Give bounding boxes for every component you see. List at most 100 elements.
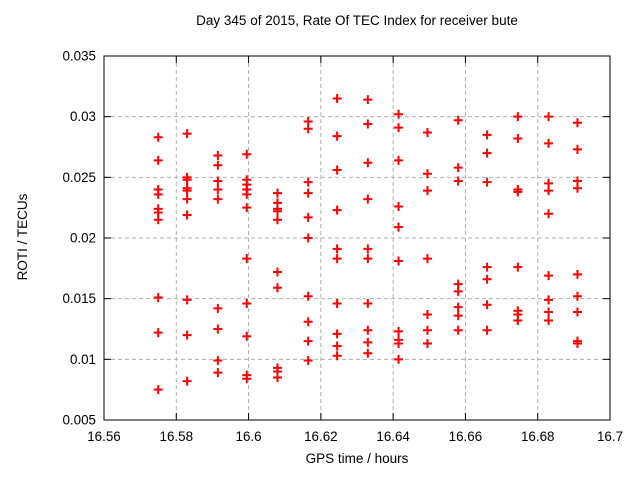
data-point-marker bbox=[482, 274, 492, 284]
data-point-marker bbox=[332, 299, 342, 309]
data-point-marker bbox=[153, 155, 163, 165]
data-point-marker bbox=[513, 262, 523, 272]
data-point-marker bbox=[572, 183, 582, 193]
data-point-marker bbox=[453, 115, 463, 125]
data-point-marker bbox=[182, 186, 192, 196]
data-point-marker bbox=[213, 150, 223, 160]
data-point-marker bbox=[363, 254, 373, 264]
data-point-marker bbox=[153, 328, 163, 338]
data-point-marker bbox=[453, 302, 463, 312]
x-tick-label: 16.66 bbox=[449, 429, 483, 444]
data-point-marker bbox=[242, 149, 252, 159]
y-tick-label: 0.03 bbox=[70, 109, 96, 124]
x-tick-label: 16.56 bbox=[87, 429, 121, 444]
data-point-marker bbox=[332, 244, 342, 254]
x-tick-label: 16.68 bbox=[521, 429, 555, 444]
data-point-marker bbox=[303, 188, 313, 198]
data-point-marker bbox=[182, 194, 192, 204]
data-point-marker bbox=[544, 295, 554, 305]
data-point-marker bbox=[482, 262, 492, 272]
data-point-marker bbox=[272, 373, 282, 383]
data-point-marker bbox=[182, 330, 192, 340]
data-point-marker bbox=[422, 309, 432, 319]
data-point-marker bbox=[213, 303, 223, 313]
data-point-marker bbox=[572, 269, 582, 279]
y-axis-label: ROTI / TECUs bbox=[15, 193, 30, 281]
data-point-marker bbox=[422, 339, 432, 349]
data-point-marker bbox=[272, 283, 282, 293]
data-point-marker bbox=[394, 201, 404, 211]
data-point-marker bbox=[332, 205, 342, 215]
data-point-marker bbox=[513, 187, 523, 197]
data-point-marker bbox=[544, 138, 554, 148]
data-point-marker bbox=[303, 233, 313, 243]
y-tick-label: 0.005 bbox=[62, 413, 96, 428]
data-point-marker bbox=[453, 286, 463, 296]
data-point-marker bbox=[332, 165, 342, 175]
chart-title: Day 345 of 2015, Rate Of TEC Index for r… bbox=[196, 13, 518, 28]
data-point-marker bbox=[153, 385, 163, 395]
data-point-marker bbox=[303, 124, 313, 134]
x-axis-label: GPS time / hours bbox=[305, 451, 409, 466]
data-point-marker bbox=[153, 292, 163, 302]
data-point-marker bbox=[272, 188, 282, 198]
data-point-marker bbox=[544, 186, 554, 196]
data-point-marker bbox=[453, 163, 463, 173]
data-point-marker bbox=[544, 271, 554, 281]
data-point-marker bbox=[213, 160, 223, 170]
data-point-marker bbox=[303, 177, 313, 187]
data-point-marker bbox=[363, 337, 373, 347]
data-point-marker bbox=[303, 212, 313, 222]
data-point-marker bbox=[394, 256, 404, 266]
data-point-marker bbox=[272, 267, 282, 277]
data-point-marker bbox=[572, 339, 582, 349]
y-tick-label: 0.02 bbox=[70, 231, 96, 246]
data-point-marker bbox=[272, 215, 282, 225]
y-tick-label: 0.01 bbox=[70, 352, 96, 367]
data-point-marker bbox=[303, 356, 313, 366]
data-point-marker bbox=[213, 324, 223, 334]
plot-border bbox=[103, 55, 611, 421]
data-point-marker bbox=[363, 158, 373, 168]
data-point-marker bbox=[422, 325, 432, 335]
data-point-marker bbox=[394, 222, 404, 232]
data-point-marker bbox=[363, 299, 373, 309]
data-point-marker bbox=[182, 175, 192, 185]
data-point-marker bbox=[153, 215, 163, 225]
data-point-marker bbox=[332, 93, 342, 103]
data-point-marker bbox=[544, 209, 554, 219]
data-point-marker bbox=[394, 155, 404, 165]
data-point-marker bbox=[482, 325, 492, 335]
data-point-marker bbox=[332, 351, 342, 361]
data-point-marker bbox=[242, 374, 252, 384]
x-tick-label: 16.64 bbox=[376, 429, 410, 444]
data-point-marker bbox=[182, 295, 192, 305]
data-point-marker bbox=[513, 316, 523, 326]
data-point-marker bbox=[332, 254, 342, 264]
data-point-marker bbox=[242, 254, 252, 264]
data-point-marker bbox=[213, 194, 223, 204]
data-point-marker bbox=[213, 356, 223, 366]
data-point-marker bbox=[572, 144, 582, 154]
data-point-marker bbox=[153, 189, 163, 199]
data-point-marker bbox=[182, 129, 192, 139]
data-point-marker bbox=[332, 341, 342, 351]
data-point-marker bbox=[544, 112, 554, 122]
y-tick-label: 0.035 bbox=[62, 49, 96, 64]
data-point-marker bbox=[482, 300, 492, 310]
data-point-marker bbox=[213, 368, 223, 378]
data-point-marker bbox=[242, 299, 252, 309]
data-point-marker bbox=[394, 354, 404, 364]
x-tick-label: 16.7 bbox=[597, 429, 623, 444]
data-point-marker bbox=[363, 119, 373, 129]
data-point-marker bbox=[242, 189, 252, 199]
y-tick-label: 0.025 bbox=[62, 170, 96, 185]
data-point-marker bbox=[242, 203, 252, 213]
data-point-marker bbox=[363, 95, 373, 105]
data-point-marker bbox=[482, 130, 492, 140]
data-point-marker bbox=[332, 329, 342, 339]
data-point-marker bbox=[182, 376, 192, 386]
data-point-marker bbox=[332, 131, 342, 141]
